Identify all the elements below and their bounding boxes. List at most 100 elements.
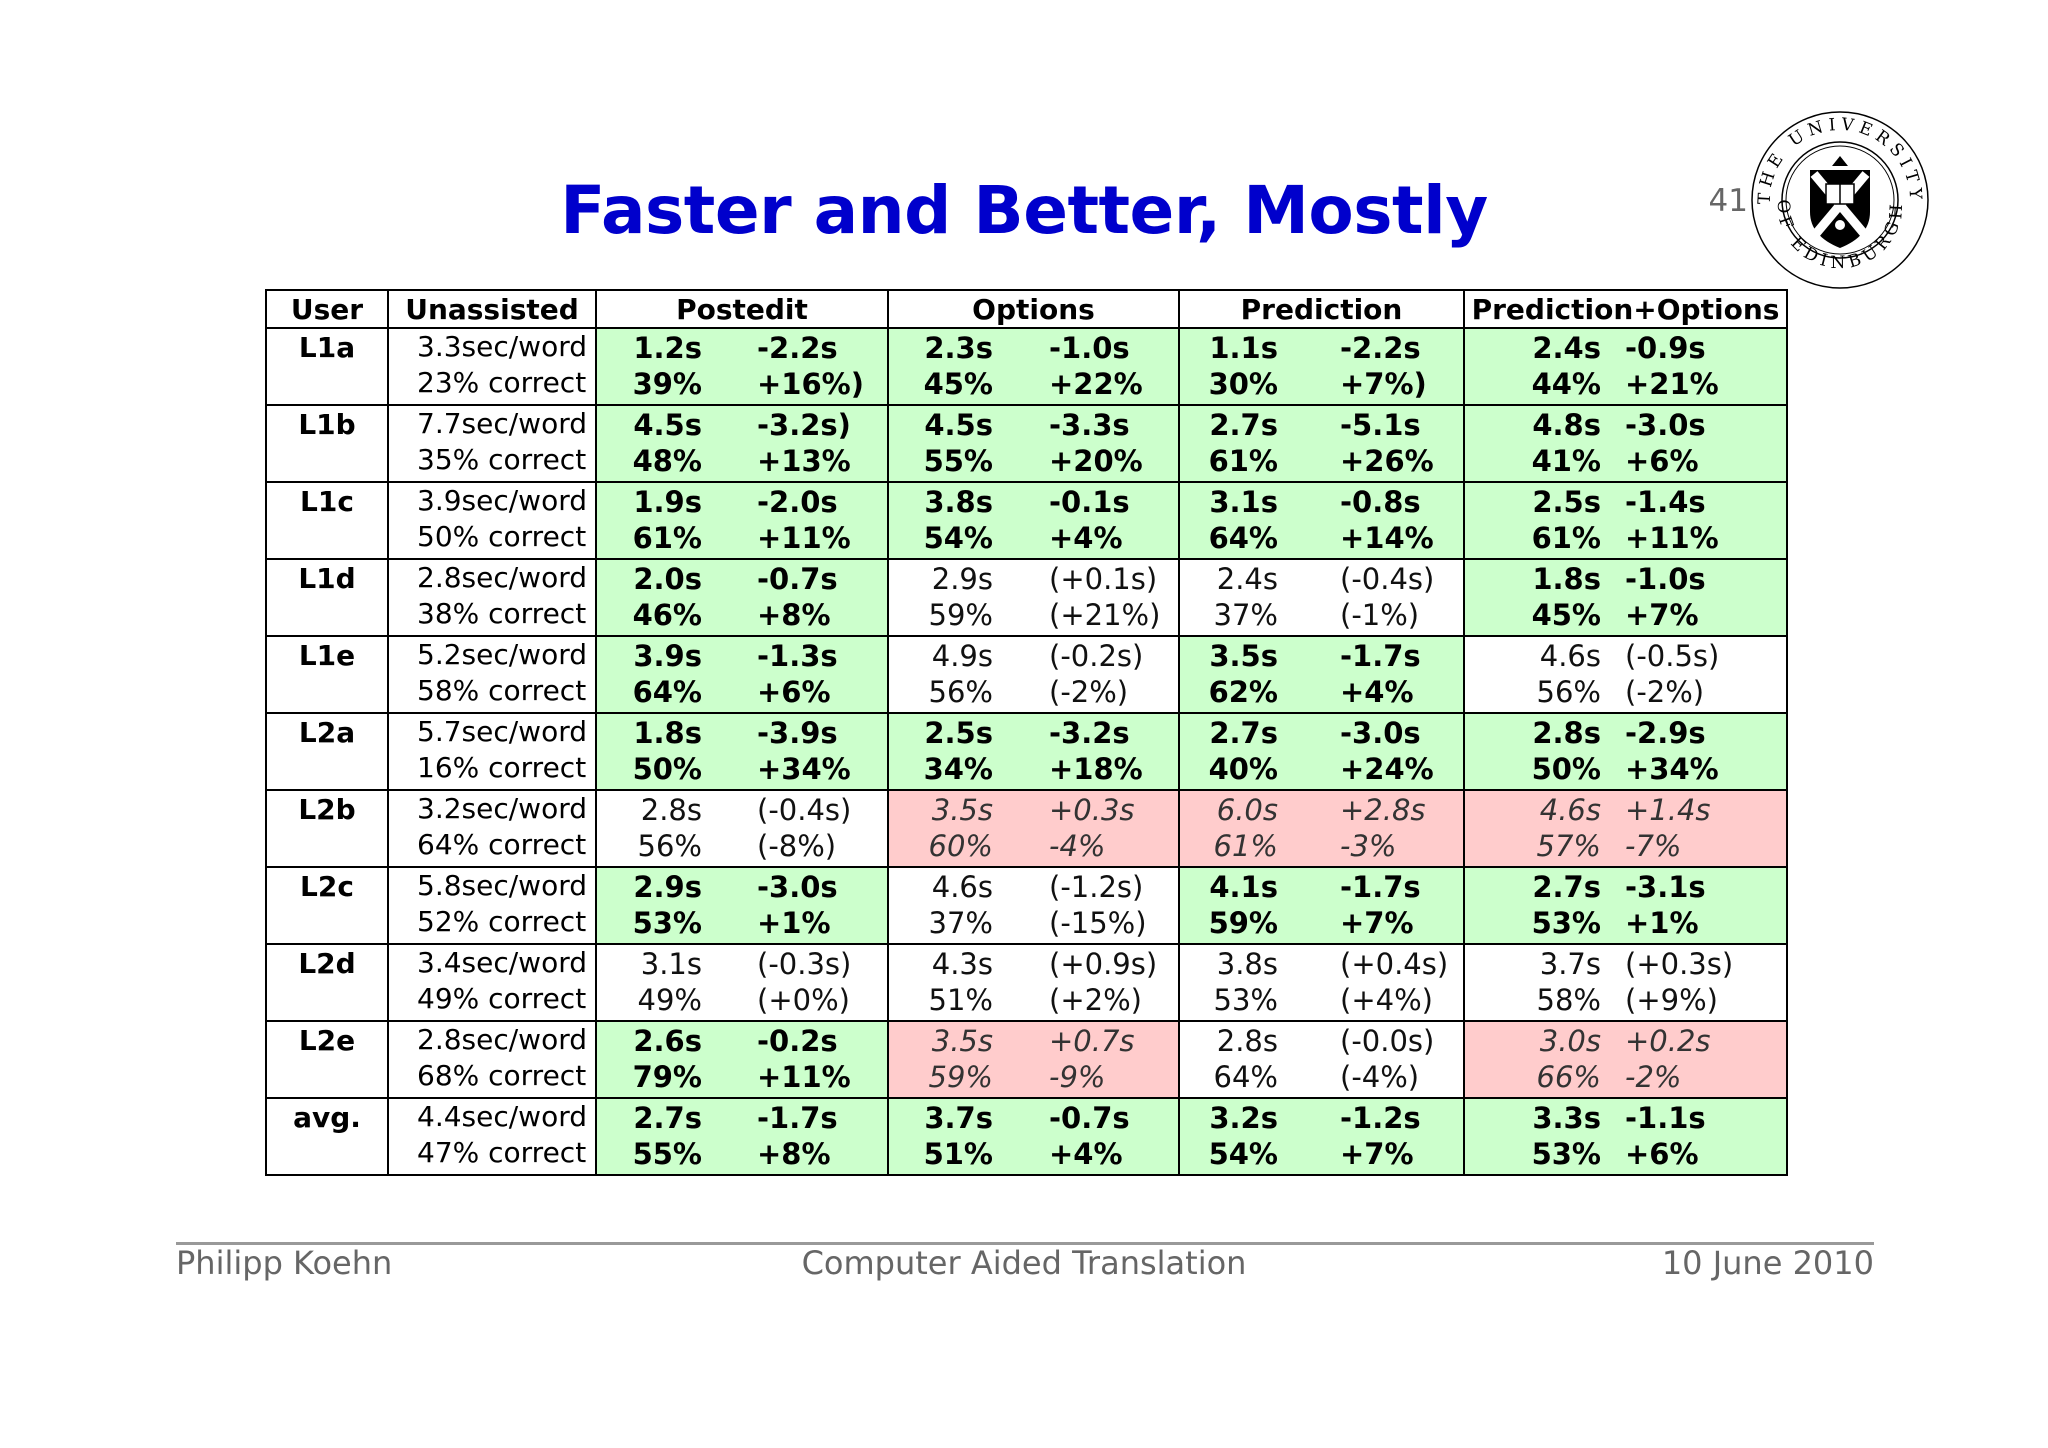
footer-author: Philipp Koehn xyxy=(176,1244,393,1282)
condition-cell: 4.5s -3.3s 55% +20% xyxy=(887,404,1180,483)
condition-cell: 3.3s -1.1s 53% +6% xyxy=(1463,1097,1788,1176)
accuracy-delta: +7% xyxy=(1340,1137,1414,1171)
unassisted-cell: 3.9sec/word 50% correct xyxy=(387,481,597,560)
unassisted-speed: 5.2sec/word xyxy=(417,638,587,671)
condition-cell: 2.7s -1.7s 55% +8% xyxy=(595,1097,889,1176)
time-delta: -0.2s xyxy=(757,1024,838,1058)
user-cell: L2d xyxy=(265,943,389,1022)
accuracy-delta: +14% xyxy=(1340,521,1434,555)
accuracy-delta: -3% xyxy=(1340,829,1397,863)
time-value: 2.9s xyxy=(931,562,993,596)
time-delta: +0.3s xyxy=(1049,793,1135,827)
accuracy-delta: +13% xyxy=(757,444,851,478)
accuracy-delta: -4% xyxy=(1049,829,1106,863)
time-delta: -3.3s xyxy=(1049,408,1130,442)
accuracy-delta: +20% xyxy=(1049,444,1143,478)
accuracy-value: 61% xyxy=(632,521,702,555)
accuracy-delta: +8% xyxy=(757,598,831,632)
time-value: 3.5s xyxy=(1209,639,1278,673)
time-delta: +2.8s xyxy=(1340,793,1426,827)
table-header-row: User Unassisted Postedit Options Prediction P… xyxy=(265,289,1788,329)
unassisted-accuracy: 23% correct xyxy=(417,366,587,399)
accuracy-delta: (-2%) xyxy=(1049,675,1129,709)
time-value: 1.1s xyxy=(1209,331,1278,365)
accuracy-value: 48% xyxy=(632,444,702,478)
unassisted-speed: 5.7sec/word xyxy=(417,715,587,748)
column-header: Postedit xyxy=(595,289,889,329)
condition-cell: 2.8s (-0.4s) 56% (-8%) xyxy=(595,789,889,868)
user-cell: L2c xyxy=(265,866,389,945)
time-value: 2.9s xyxy=(633,870,702,904)
accuracy-value: 56% xyxy=(928,675,993,709)
unassisted-accuracy: 50% correct xyxy=(417,520,587,553)
time-value: 2.7s xyxy=(1209,716,1278,750)
unassisted-speed: 3.4sec/word xyxy=(417,946,587,979)
user-cell: L1c xyxy=(265,481,389,560)
accuracy-delta: +34% xyxy=(757,752,851,786)
time-delta: (-0.3s) xyxy=(757,947,852,981)
time-value: 4.6s xyxy=(1539,793,1601,827)
time-delta: -1.0s xyxy=(1049,331,1130,365)
table-row: L2e 2.8sec/word 68% correct 2.6s -0.2s 79% +11… xyxy=(265,1020,1788,1099)
table-row: L1b 7.7sec/word 35% correct 4.5s -3.2s) 48% +1… xyxy=(265,404,1788,483)
accuracy-delta: +11% xyxy=(757,521,851,555)
accuracy-value: 61% xyxy=(1208,444,1278,478)
accuracy-delta: -9% xyxy=(1049,1060,1106,1094)
time-delta: (-0.4s) xyxy=(1340,562,1435,596)
time-delta: -3.2s) xyxy=(757,408,851,442)
accuracy-delta: +1% xyxy=(757,906,831,940)
condition-cell: 3.0s +0.2s 66% -2% xyxy=(1463,1020,1788,1099)
condition-cell: 2.0s -0.7s 46% +8% xyxy=(595,558,889,637)
condition-cell: 2.8s -2.9s 50% +34% xyxy=(1463,712,1788,791)
time-delta: -0.8s xyxy=(1340,485,1421,519)
accuracy-value: 50% xyxy=(632,752,702,786)
time-delta: -2.2s xyxy=(757,331,838,365)
unassisted-cell: 3.4sec/word 49% correct xyxy=(387,943,597,1022)
time-delta: +0.2s xyxy=(1625,1024,1711,1058)
condition-cell: 2.5s -3.2s 34% +18% xyxy=(887,712,1180,791)
table-row: L1d 2.8sec/word 38% correct 2.0s -0.7s 46% +8%… xyxy=(265,558,1788,637)
time-delta: (-0.4s) xyxy=(757,793,852,827)
accuracy-value: 44% xyxy=(1531,367,1601,401)
accuracy-value: 41% xyxy=(1531,444,1601,478)
user-cell: L2b xyxy=(265,789,389,868)
accuracy-delta: +8% xyxy=(757,1137,831,1171)
accuracy-delta: (-8%) xyxy=(757,829,837,863)
accuracy-value: 51% xyxy=(928,983,993,1017)
time-value: 3.8s xyxy=(1216,947,1278,981)
time-delta: -2.0s xyxy=(757,485,838,519)
condition-cell: 4.1s -1.7s 59% +7% xyxy=(1178,866,1465,945)
accuracy-value: 49% xyxy=(637,983,702,1017)
time-value: 2.5s xyxy=(924,716,993,750)
time-value: 3.7s xyxy=(924,1101,993,1135)
accuracy-delta: +7% xyxy=(1340,906,1414,940)
time-value: 2.5s xyxy=(1532,485,1601,519)
time-delta: -1.7s xyxy=(1340,870,1421,904)
time-value: 2.7s xyxy=(1209,408,1278,442)
accuracy-value: 53% xyxy=(1213,983,1278,1017)
accuracy-delta: (-4%) xyxy=(1340,1060,1420,1094)
condition-cell: 2.9s -3.0s 53% +1% xyxy=(595,866,889,945)
unassisted-accuracy: 68% correct xyxy=(417,1059,587,1092)
condition-cell: 3.5s +0.3s 60% -4% xyxy=(887,789,1180,868)
accuracy-value: 37% xyxy=(928,906,993,940)
time-delta: -1.7s xyxy=(757,1101,838,1135)
condition-cell: 4.5s -3.2s) 48% +13% xyxy=(595,404,889,483)
accuracy-delta: +16%) xyxy=(757,367,864,401)
time-value: 2.0s xyxy=(633,562,702,596)
user-cell: avg. xyxy=(265,1097,389,1176)
time-value: 4.9s xyxy=(931,639,993,673)
unassisted-accuracy: 16% correct xyxy=(417,751,587,784)
time-value: 3.9s xyxy=(633,639,702,673)
time-delta: -0.7s xyxy=(1049,1101,1130,1135)
time-delta: +1.4s xyxy=(1625,793,1711,827)
accuracy-delta: +11% xyxy=(757,1060,851,1094)
university-seal-logo: THE UNIVERSITY OF EDINBURGH xyxy=(1751,111,1929,289)
condition-cell: 4.9s (-0.2s) 56% (-2%) xyxy=(887,635,1180,714)
accuracy-value: 60% xyxy=(928,829,993,863)
condition-cell: 2.7s -3.0s 40% +24% xyxy=(1178,712,1465,791)
column-header: Options xyxy=(887,289,1180,329)
accuracy-value: 46% xyxy=(632,598,702,632)
unassisted-cell: 2.8sec/word 68% correct xyxy=(387,1020,597,1099)
condition-cell: 6.0s +2.8s 61% -3% xyxy=(1178,789,1465,868)
